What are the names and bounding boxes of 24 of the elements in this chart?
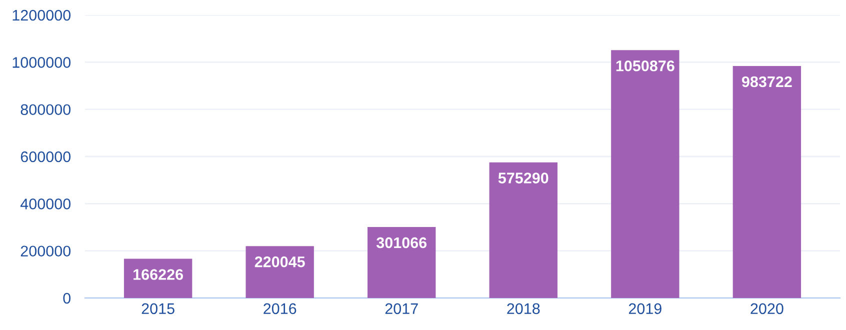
data-label: 575290 bbox=[498, 172, 548, 184]
bar bbox=[246, 246, 314, 298]
y-tick-label: 0 bbox=[63, 292, 71, 304]
x-tick-label: 2017 bbox=[385, 303, 418, 314]
y-tick-label: 1000000 bbox=[12, 57, 71, 68]
data-label: 220045 bbox=[254, 256, 305, 268]
data-label: 166226 bbox=[134, 269, 184, 280]
data-label: 301066 bbox=[376, 237, 427, 248]
y-tick-label: 600000 bbox=[20, 151, 71, 162]
data-label: 983722 bbox=[742, 76, 792, 88]
y-tick-label: 800000 bbox=[20, 104, 71, 116]
y-tick-label: 400000 bbox=[20, 198, 71, 210]
data-label: 1050876 bbox=[616, 60, 674, 72]
bar bbox=[732, 66, 802, 298]
x-tick-label: 2016 bbox=[264, 303, 296, 314]
bar bbox=[611, 50, 680, 298]
bar bbox=[368, 227, 436, 298]
bar bbox=[489, 162, 558, 298]
x-tick-label: 2020 bbox=[750, 303, 784, 314]
x-tick-label: 2018 bbox=[507, 303, 540, 314]
x-tick-label: 2019 bbox=[628, 303, 662, 314]
y-tick-label: 200000 bbox=[20, 246, 71, 257]
y-tick-label: 1200000 bbox=[12, 10, 71, 21]
x-tick-label: 2015 bbox=[142, 303, 174, 314]
